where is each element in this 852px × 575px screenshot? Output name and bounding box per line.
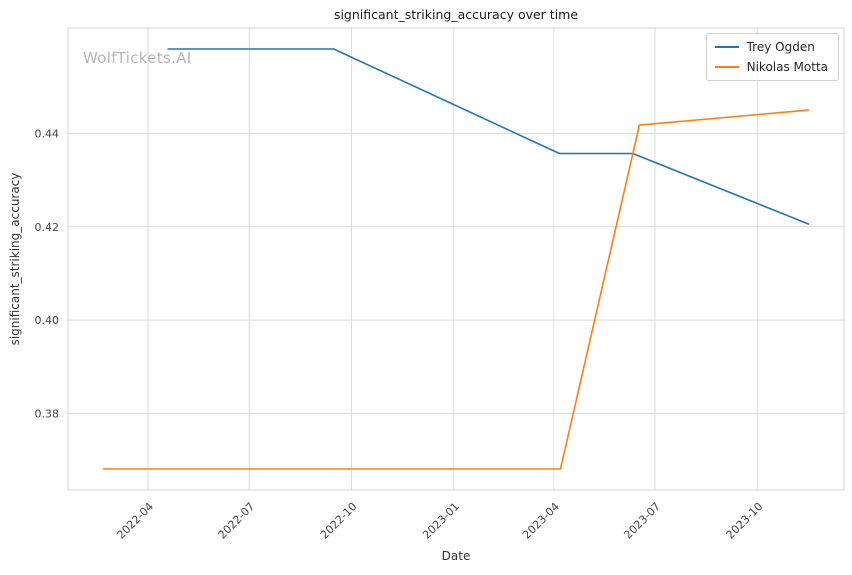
x-axis-label: Date: [441, 549, 471, 563]
x-tick-label: 2023-04: [520, 500, 562, 542]
x-tick-label: 2023-10: [724, 500, 766, 542]
x-tick-label: 2022-10: [318, 500, 360, 542]
legend-line-swatch: [714, 66, 739, 68]
legend-item: Trey Ogden: [714, 40, 828, 54]
series-line-nikolas-motta: [102, 109, 810, 470]
legend-label: Trey Ogden: [746, 40, 815, 54]
chart-title: significant_striking_accuracy over time: [333, 7, 579, 22]
y-tick-label: 0.40: [35, 314, 60, 327]
x-tick-label: 2023-01: [420, 500, 462, 542]
y-tick-label: 0.44: [35, 127, 60, 140]
y-axis-label: significant_striking_accuracy: [8, 172, 22, 346]
series-line-trey-ogden: [167, 48, 810, 225]
y-tick-label: 0.42: [35, 221, 60, 234]
x-tick-label: 2022-04: [114, 500, 156, 542]
plot-border: [67, 27, 845, 491]
legend-line-swatch: [714, 46, 739, 48]
legend-item: Nikolas Motta: [714, 60, 828, 74]
x-tick-label: 2022-07: [216, 500, 258, 542]
watermark: WolfTickets.AI: [83, 49, 192, 67]
x-tick-label: 2023-07: [621, 500, 663, 542]
legend-label: Nikolas Motta: [746, 60, 828, 74]
y-tick-label: 0.38: [35, 407, 60, 420]
legend: Trey Ogden Nikolas Motta: [705, 33, 839, 81]
